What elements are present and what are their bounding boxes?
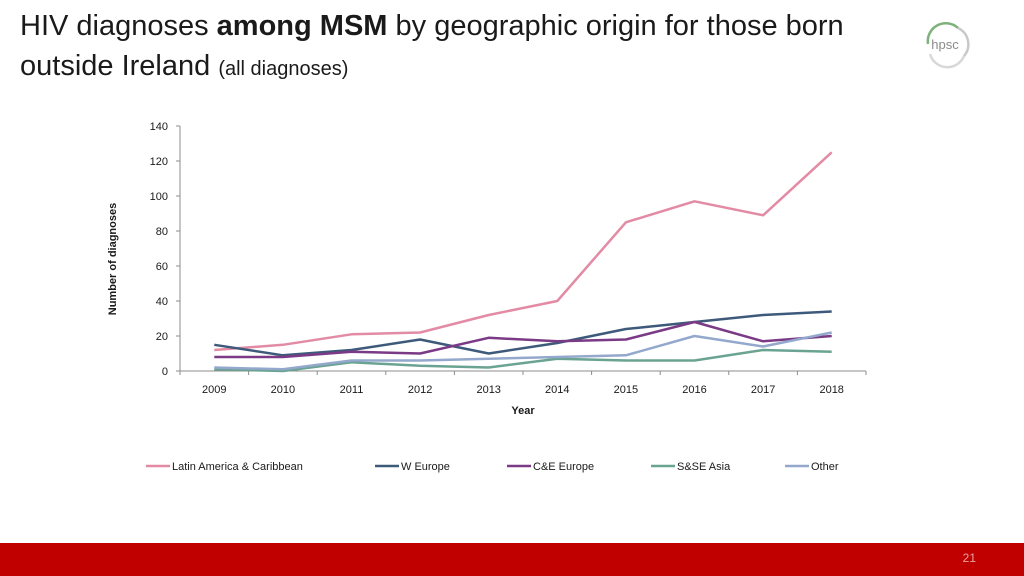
legend-label-1: W Europe xyxy=(401,461,450,473)
series-line-4 xyxy=(214,331,832,371)
logo-text: hpsc xyxy=(931,37,959,52)
logo-arc-icon xyxy=(926,21,959,45)
chart-legend: Latin America & Caribbean W Europe C&E Eur… xyxy=(146,461,839,473)
y-tick-label: 60 xyxy=(156,261,168,273)
series-line-3 xyxy=(214,348,832,373)
chart-series xyxy=(214,151,833,373)
series-line-1 xyxy=(214,310,832,357)
y-tick-label: 0 xyxy=(162,366,168,378)
series-line-2 xyxy=(214,320,832,359)
page-number: 21 xyxy=(962,551,976,565)
logo-arc-grey-icon xyxy=(957,26,970,57)
y-axis-label: Number of diagnoses xyxy=(107,203,119,315)
legend-label-2: C&E Europe xyxy=(533,461,594,473)
title-text-part2: by geographic origin for those born outs… xyxy=(20,10,844,82)
title-text-small: (all diagnoses) xyxy=(218,58,349,80)
legend-label-3: S&SE Asia xyxy=(677,461,731,473)
hpsc-logo: hpsc xyxy=(926,21,970,69)
y-tick-label: 20 xyxy=(156,331,168,343)
series-line-0 xyxy=(214,151,833,352)
legend-label-4: Other xyxy=(811,461,839,473)
x-tick-label: 2009 xyxy=(202,384,226,396)
x-tick-label: 2016 xyxy=(682,384,706,396)
logo-arc-light-icon xyxy=(928,53,966,69)
y-tick-label: 100 xyxy=(150,191,168,203)
line-chart: 0 20 40 60 80 100 120 140 2009 2010 2011 2012 2013 20… xyxy=(107,121,867,473)
y-tick-label: 40 xyxy=(156,296,168,308)
chart-axes: 0 20 40 60 80 100 120 140 2009 2010 2011 2012 2013 20… xyxy=(150,121,867,396)
x-tick-label: 2014 xyxy=(545,384,569,396)
x-axis-label: Year xyxy=(511,405,535,417)
legend-label-0: Latin America & Caribbean xyxy=(172,461,303,473)
x-tick-label: 2010 xyxy=(271,384,295,396)
x-tick-label: 2012 xyxy=(408,384,432,396)
x-tick-label: 2015 xyxy=(614,384,638,396)
title-text-bold: among MSM xyxy=(216,10,388,42)
y-tick-label: 120 xyxy=(150,156,168,168)
x-tick-label: 2013 xyxy=(476,384,500,396)
title-text-part1: HIV diagnoses xyxy=(20,10,217,42)
y-tick-label: 80 xyxy=(156,226,168,238)
x-tick-label: 2011 xyxy=(340,384,364,396)
y-tick-label: 140 xyxy=(150,121,168,133)
x-tick-label: 2018 xyxy=(819,384,843,396)
x-tick-label: 2017 xyxy=(751,384,775,396)
footer-bar: 21 xyxy=(0,543,1024,576)
slide-title: HIV diagnoses among MSM by geographic or… xyxy=(20,6,900,89)
